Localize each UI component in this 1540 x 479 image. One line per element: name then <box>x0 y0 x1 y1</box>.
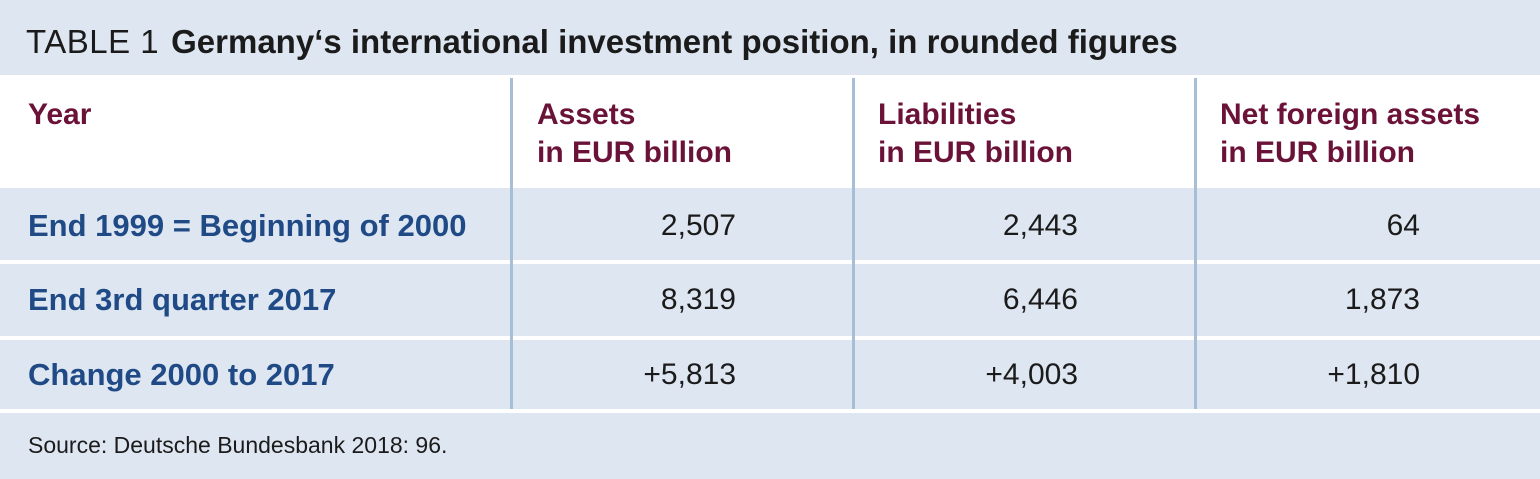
row-separator <box>0 260 1540 264</box>
column-divider <box>1194 78 1197 409</box>
header-assets-line1: Assets <box>537 98 636 131</box>
row-separator <box>0 409 1540 413</box>
table-number: TABLE 1 <box>26 23 160 60</box>
cell-assets: 2,507 <box>660 209 736 242</box>
column-divider <box>510 78 513 409</box>
header-liabilities-line1: Liabilities <box>878 98 1017 131</box>
header-liabilities: Liabilities in EUR billion <box>878 96 1073 172</box>
table-row <box>0 264 1540 336</box>
source-bar <box>0 413 1540 479</box>
row-label: End 1999 = Beginning of 2000 <box>28 208 467 243</box>
header-net-line2: in EUR billion <box>1220 136 1415 169</box>
row-label: End 3rd quarter 2017 <box>28 282 337 317</box>
header-net-foreign-assets: Net foreign assets in EUR billion <box>1220 96 1480 172</box>
header-assets: Assets in EUR billion <box>537 96 732 172</box>
table-row <box>0 188 1540 260</box>
cell-net-foreign-assets: +1,810 <box>1327 358 1420 391</box>
row-separator <box>0 336 1540 340</box>
row-label: Change 2000 to 2017 <box>28 357 335 392</box>
cell-assets: 8,319 <box>660 283 736 316</box>
cell-liabilities: 6,446 <box>1002 283 1078 316</box>
cell-net-foreign-assets: 1,873 <box>1344 283 1420 316</box>
header-row <box>0 75 1540 188</box>
header-assets-line2: in EUR billion <box>537 136 732 169</box>
table-row <box>0 340 1540 412</box>
cell-assets: +5,813 <box>643 358 736 391</box>
header-liabilities-line2: in EUR billion <box>878 136 1073 169</box>
column-divider <box>852 78 855 409</box>
table-title-text: Germany‘s international investment posit… <box>171 23 1178 60</box>
cell-liabilities: 2,443 <box>1002 209 1078 242</box>
header-net-line1: Net foreign assets <box>1220 98 1481 131</box>
source-note: Source: Deutsche Bundesbank 2018: 96. <box>28 432 448 458</box>
cell-liabilities: +4,003 <box>985 358 1078 391</box>
table-title: TABLE 1 Germany‘s international investmen… <box>26 22 1178 62</box>
header-year-label: Year <box>28 98 92 131</box>
title-bar: TABLE 1 Germany‘s international investmen… <box>0 0 1540 75</box>
cell-net-foreign-assets: 64 <box>1386 209 1420 242</box>
header-year: Year <box>28 96 91 134</box>
